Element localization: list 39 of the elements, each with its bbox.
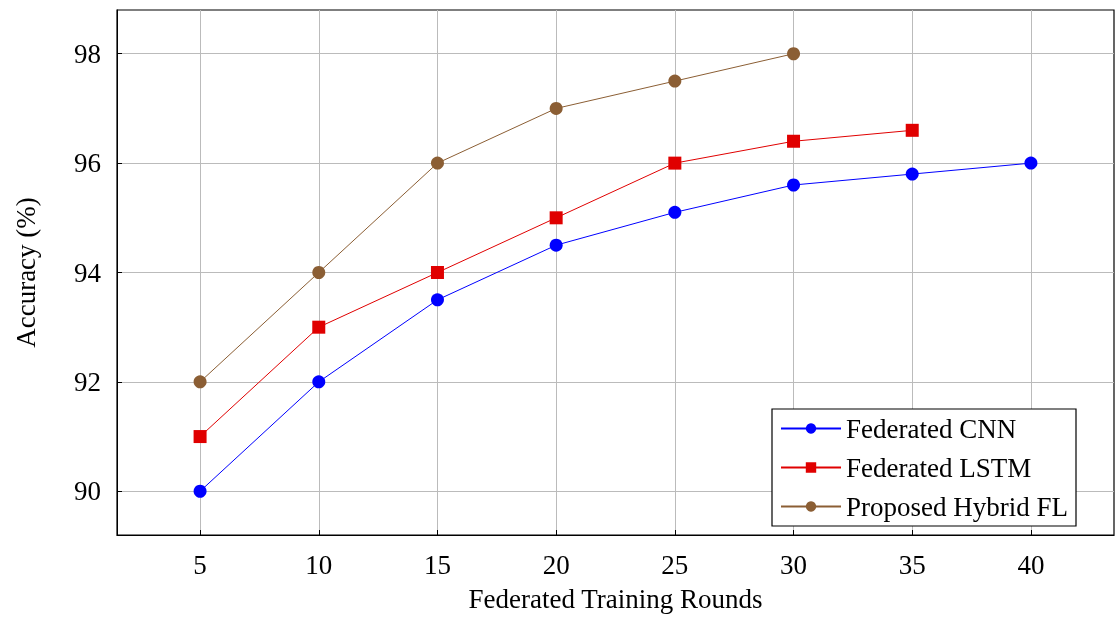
point — [430, 266, 444, 279]
x-tick-label: 15 — [423, 549, 451, 580]
point — [549, 238, 563, 252]
y-tick-label: 98 — [74, 38, 101, 69]
x-tick-label: 10 — [305, 549, 333, 580]
point — [312, 266, 326, 279]
point — [905, 167, 919, 181]
point — [787, 134, 801, 148]
x-tick-label: 40 — [1017, 549, 1045, 580]
x-tick-label: 35 — [898, 549, 926, 580]
y-tick-label: 92 — [74, 366, 101, 397]
x-axis-title: Federated Training Rounds — [468, 583, 763, 614]
y-tick-label: 94 — [74, 257, 102, 288]
point — [193, 430, 207, 444]
point — [1024, 156, 1038, 170]
x-tick-label: 30 — [780, 549, 808, 580]
point — [668, 205, 682, 219]
point — [430, 293, 444, 307]
legend-label: Federated LSTM — [846, 452, 1032, 483]
point — [193, 484, 207, 498]
point — [549, 101, 563, 115]
x-tick-label: 5 — [193, 549, 207, 580]
point — [430, 156, 444, 170]
y-tick-label: 96 — [74, 148, 101, 179]
point — [787, 178, 801, 192]
y-axis-title: Accuracy (%) — [10, 197, 41, 348]
x-tick-label: 20 — [542, 549, 570, 580]
point — [312, 375, 326, 389]
point — [787, 47, 801, 61]
point — [549, 211, 563, 225]
legend-label: Federated CNN — [846, 413, 1017, 444]
point — [193, 375, 207, 389]
x-tick-label: 25 — [661, 549, 689, 580]
legend-label: Proposed Hybrid FL — [846, 491, 1068, 522]
point — [905, 123, 919, 137]
point — [312, 320, 326, 334]
point — [668, 74, 682, 88]
y-tick-label: 90 — [74, 476, 101, 507]
point — [668, 156, 682, 170]
